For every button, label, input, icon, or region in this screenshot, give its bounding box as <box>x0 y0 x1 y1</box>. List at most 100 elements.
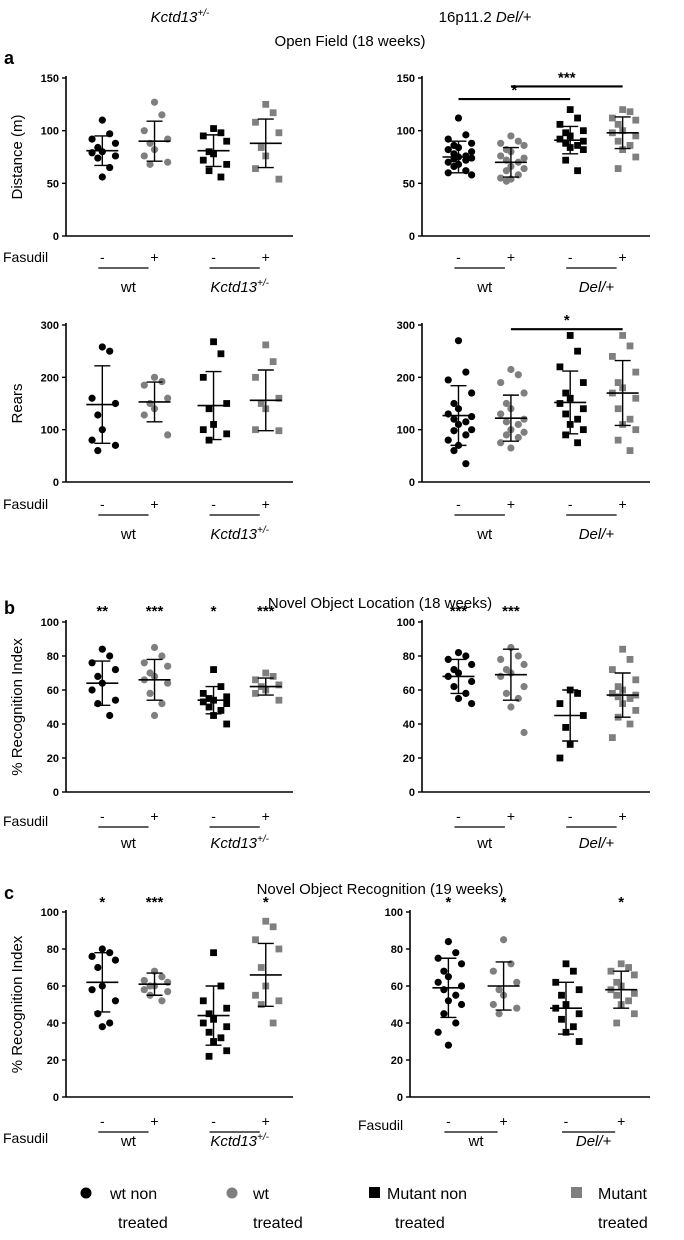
data-point <box>223 700 231 707</box>
data-point <box>94 143 102 152</box>
treatment-label: Fasudil <box>3 249 48 265</box>
data-point <box>150 711 159 720</box>
data-point <box>566 332 574 339</box>
data-point <box>619 332 627 339</box>
treatment-sign: + <box>619 249 627 265</box>
y-tick-label: 20 <box>47 753 59 765</box>
data-point <box>252 676 259 684</box>
data-point <box>269 358 277 366</box>
y-tick-label: 60 <box>47 685 59 697</box>
data-point <box>275 696 283 704</box>
data-point <box>562 960 570 968</box>
data-point <box>88 394 96 402</box>
data-point <box>513 978 521 986</box>
data-point <box>217 350 225 358</box>
data-point <box>556 700 564 707</box>
y-tick-label: 0 <box>53 231 59 243</box>
data-point <box>626 108 634 116</box>
significance-star: ** <box>96 603 108 620</box>
data-point <box>632 368 640 376</box>
data-point <box>558 991 565 999</box>
data-point <box>507 444 515 452</box>
significance-star: * <box>511 82 517 99</box>
data-point <box>205 405 213 413</box>
group-label-superscript: +/- <box>257 1132 270 1143</box>
data-point <box>205 1052 213 1060</box>
group-label-superscript: +/- <box>257 278 270 289</box>
y-axis-label: % Recognition Index <box>9 638 26 776</box>
novel-object-location-title: Novel Object Location (18 weeks) <box>268 595 492 612</box>
group-label: wt <box>476 526 493 543</box>
chart-distance-kctd13: 0 50 100 150 Distance (m) - + - + wt Kctd13+/- Fasu… <box>3 73 293 296</box>
group-label-superscript: +/- <box>257 834 270 845</box>
data-point <box>269 673 277 680</box>
data-point <box>111 956 120 964</box>
data-point <box>574 142 581 149</box>
data-point <box>158 652 166 660</box>
y-tick-label: 60 <box>47 981 59 993</box>
data-point <box>626 142 634 149</box>
data-point <box>495 1010 503 1018</box>
y-tick-label: 50 <box>47 178 59 190</box>
panel-letter-c: c <box>4 883 14 903</box>
data-point <box>462 431 470 439</box>
data-point <box>275 427 283 435</box>
group-label: Kctd13+/- <box>210 278 269 296</box>
data-point <box>454 337 463 345</box>
data-point <box>579 379 587 386</box>
data-point <box>146 689 154 698</box>
data-point <box>614 683 622 690</box>
data-point <box>434 954 442 962</box>
y-tick-label: 0 <box>53 1092 59 1104</box>
data-point <box>94 672 102 681</box>
data-point <box>94 154 102 162</box>
data-point <box>164 679 172 687</box>
y-tick-label: 0 <box>409 477 415 489</box>
treatment-sign: - <box>456 496 461 512</box>
data-point <box>454 694 463 703</box>
group-label: Del/+ <box>579 835 615 852</box>
data-point <box>444 146 452 154</box>
data-point <box>502 167 511 175</box>
data-point <box>205 1028 213 1036</box>
data-point <box>111 696 120 704</box>
data-point <box>217 707 225 714</box>
data-point <box>164 987 172 996</box>
data-point <box>164 662 172 670</box>
data-point <box>199 997 207 1005</box>
data-point <box>562 129 570 137</box>
data-point <box>275 129 283 137</box>
treatment-sign: - <box>211 249 216 265</box>
group-label-text: wt <box>120 835 137 852</box>
group-label: wt <box>120 835 137 852</box>
data-point <box>497 174 505 182</box>
y-tick-label: 200 <box>41 372 59 384</box>
y-tick-label: 100 <box>41 617 59 629</box>
chart-rears-kctd13: 0 100 200 300 Rears - + - + wt Kctd13+/- Fasudil <box>3 320 293 543</box>
data-point <box>444 169 452 177</box>
data-point <box>444 1041 452 1049</box>
data-point <box>614 693 622 701</box>
treatment-sign: + <box>617 1113 625 1129</box>
data-point <box>614 405 622 413</box>
data-point <box>88 135 96 143</box>
data-point <box>140 152 148 160</box>
y-axis-label: % Recognition Index <box>9 935 26 1073</box>
treatment-sign: + <box>150 496 158 512</box>
data-point <box>223 160 231 168</box>
data-point <box>98 116 106 124</box>
data-point <box>497 152 505 160</box>
treatment-sign: - <box>100 496 105 512</box>
y-tick-label: 100 <box>41 425 59 437</box>
y-tick-label: 150 <box>397 73 415 85</box>
legend-label-mutant-treated: Mutant <box>598 1186 647 1203</box>
data-point <box>223 1004 231 1012</box>
legend-label-wt-treated: wt <box>252 1186 270 1203</box>
data-point <box>562 156 570 164</box>
data-point <box>575 986 583 994</box>
data-point <box>462 368 470 376</box>
data-point <box>210 949 217 957</box>
data-point <box>252 118 259 126</box>
y-tick-label: 20 <box>391 1055 403 1067</box>
